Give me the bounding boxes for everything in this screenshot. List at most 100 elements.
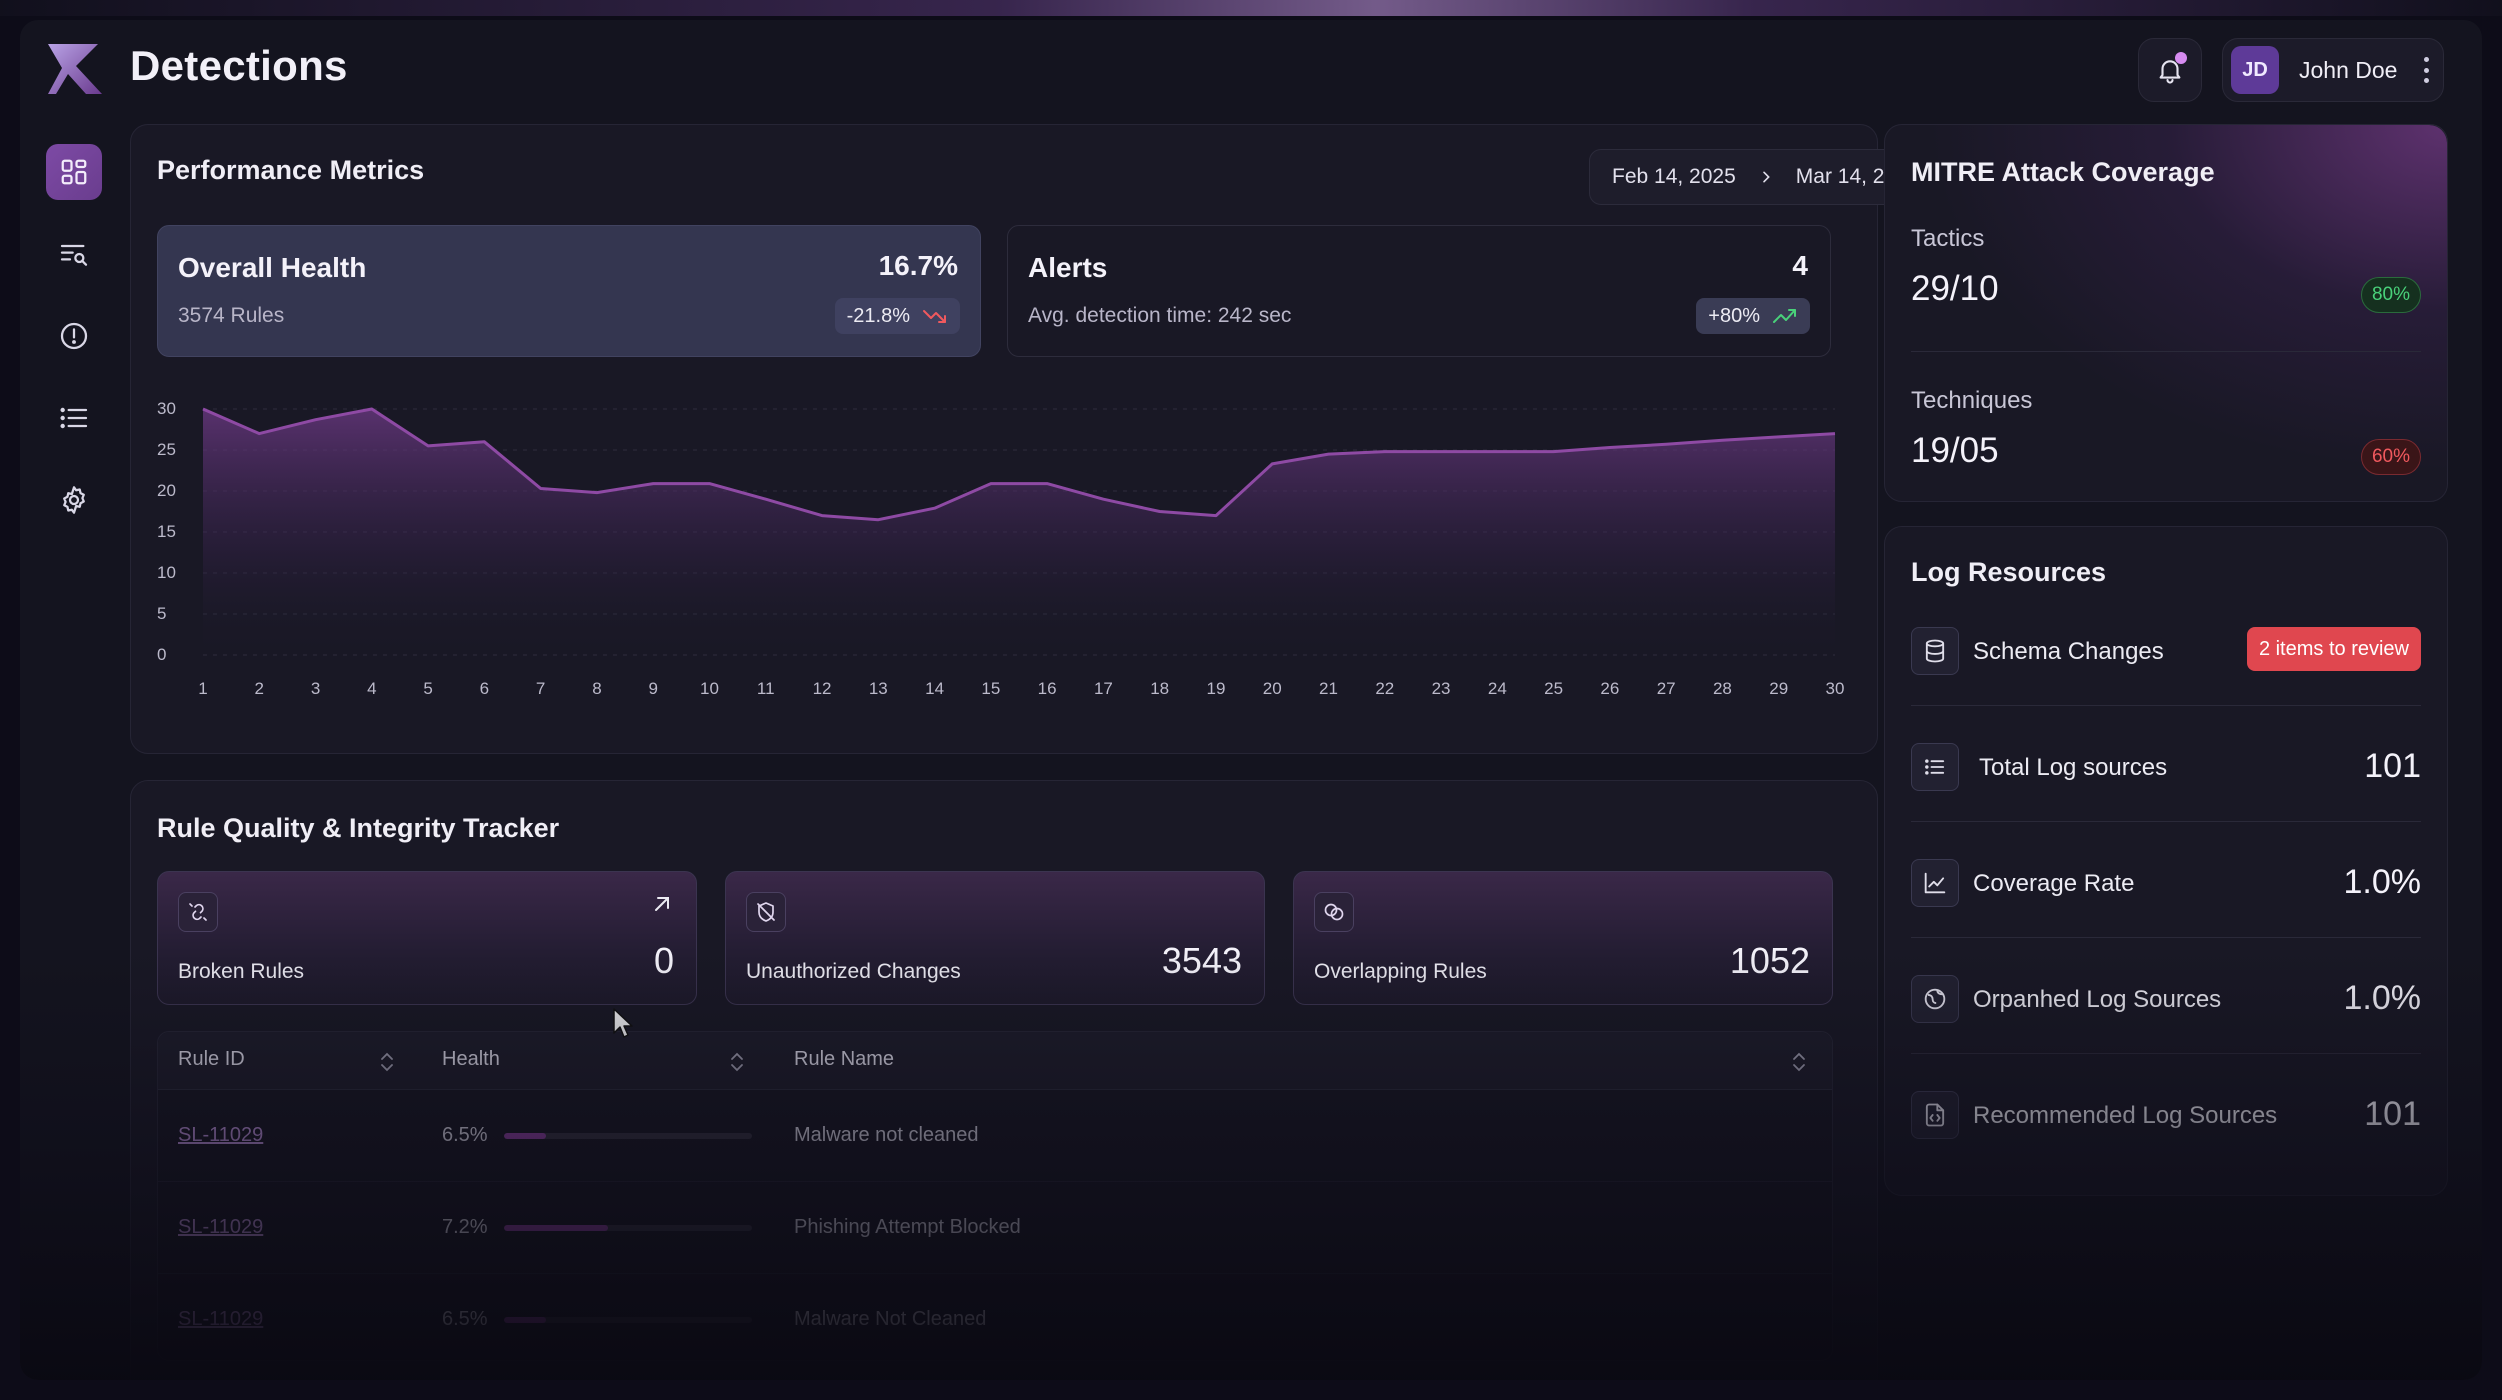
unauthorized-changes-label: Unauthorized Changes <box>746 960 961 983</box>
log-item-value: 1.0% <box>2343 863 2422 901</box>
overall-health-card[interactable]: Overall Health 16.7% 3574 Rules -21.8% <box>157 225 981 357</box>
user-menu-button[interactable]: JD John Doe <box>2222 38 2444 102</box>
rule-health-value: 7.2% <box>442 1216 488 1238</box>
rule-health-bar <box>504 1317 752 1323</box>
log-resources-panel: Log Resources Schema Changes 2 items to … <box>1884 526 2448 1196</box>
sort-icon[interactable] <box>1790 1050 1808 1074</box>
x-tick-label: 30 <box>1825 679 1845 698</box>
rule-health-value: 6.5% <box>442 1124 488 1146</box>
overlapping-rules-label: Overlapping Rules <box>1314 960 1487 983</box>
x-tick-label: 13 <box>868 679 888 698</box>
shield-off-icon <box>746 892 786 932</box>
rule-id-link[interactable]: SL-11029 <box>178 1124 264 1146</box>
notification-dot <box>2175 52 2187 64</box>
rule-id-link[interactable]: SL-11029 <box>178 1216 264 1238</box>
log-item-schema-changes[interactable]: Schema Changes 2 items to review <box>1911 589 2421 705</box>
arrow-up-right-icon[interactable] <box>650 892 674 916</box>
table-row[interactable]: SL-11029 6.5% Malware Not Cleaned <box>158 1274 1832 1360</box>
performance-chart: 0 5 10 15 20 25 30 1 2 3 4 5 6 7 8 9 10 11 12 13 14 15 16 17 18… <box>157 395 1857 745</box>
x-tick-label: 28 <box>1712 679 1732 698</box>
log-item-label: Coverage Rate <box>1973 870 2135 897</box>
notifications-button[interactable] <box>2138 38 2202 102</box>
review-badge[interactable]: 2 items to review <box>2246 627 2421 671</box>
alert-circle-icon <box>60 322 88 350</box>
x-tick-label: 11 <box>756 679 775 698</box>
sidebar-item-alerts[interactable] <box>46 308 102 364</box>
y-tick-label: 10 <box>157 563 176 582</box>
alerts-change: +80% <box>1708 304 1760 327</box>
sort-icon[interactable] <box>378 1050 396 1074</box>
x-tick-label: 12 <box>812 679 832 698</box>
chevron-right-icon <box>1758 169 1774 185</box>
log-item-coverage-rate[interactable]: Coverage Rate 1.0% <box>1911 821 2421 937</box>
rule-id-link[interactable]: SL-11029 <box>178 1308 264 1330</box>
mitre-coverage-panel: MITRE Attack Coverage Tactics 29/10 80% … <box>1884 124 2448 502</box>
file-code-icon <box>1911 1091 1959 1139</box>
mitre-title: MITRE Attack Coverage <box>1911 157 2215 187</box>
dashboard-grid-icon <box>61 159 87 185</box>
sidebar-item-settings[interactable] <box>46 472 102 528</box>
log-item-orphaned-log-sources[interactable]: Orpanhed Log Sources 1.0% <box>1911 937 2421 1053</box>
rule-health-bar <box>504 1225 752 1231</box>
sort-icon[interactable] <box>728 1050 746 1074</box>
x-tick-label: 19 <box>1206 679 1226 698</box>
log-item-value: 1.0% <box>2343 979 2422 1017</box>
trend-down-icon <box>923 310 946 323</box>
more-vertical-icon[interactable] <box>2423 57 2429 83</box>
y-tick-label: 25 <box>157 440 176 459</box>
sidebar-item-list[interactable] <box>46 390 102 446</box>
page-title: Detections <box>130 42 348 89</box>
divider <box>1911 821 2421 822</box>
column-rule-name[interactable]: Rule Name <box>794 1048 895 1070</box>
log-item-recommended-log-sources[interactable]: Recommended Log Sources 101 <box>1911 1053 2421 1169</box>
overlapping-rules-value: 1052 <box>1729 940 1810 981</box>
x-tick-label: 21 <box>1319 679 1338 698</box>
log-item-value: 101 <box>2364 747 2421 785</box>
divider <box>1911 937 2421 938</box>
date-from: Feb 14, 2025 <box>1612 165 1736 188</box>
chart-series-line <box>202 407 1836 522</box>
overall-health-title: Overall Health <box>178 252 367 283</box>
x-tick-label: 26 <box>1600 679 1620 698</box>
column-rule-id[interactable]: Rule ID <box>178 1048 245 1070</box>
rule-name: Malware not cleaned <box>794 1124 979 1146</box>
column-health[interactable]: Health <box>442 1048 500 1070</box>
divider <box>1911 351 2421 352</box>
mouse-cursor-icon <box>613 1008 633 1038</box>
y-tick-label: 20 <box>157 481 176 500</box>
broken-rules-card[interactable]: Broken Rules 0 <box>157 871 697 1005</box>
avatar: JD <box>2231 46 2279 94</box>
broken-link-icon <box>178 892 218 932</box>
log-item-label: Schema Changes <box>1973 638 2164 665</box>
performance-metrics-panel: Performance Metrics Feb 14, 2025 Mar 14,… <box>130 124 1943 754</box>
list-icon <box>1911 743 1959 791</box>
logo-icon <box>48 44 102 94</box>
alerts-card[interactable]: Alerts 4 Avg. detection time: 242 sec +8… <box>1007 225 1831 357</box>
techniques-label: Techniques <box>1911 387 2033 414</box>
x-tick-label: 15 <box>981 679 1001 698</box>
log-item-total-log-sources[interactable]: Total Log sources 101 <box>1911 705 2421 821</box>
log-resources-title: Log Resources <box>1911 557 2107 587</box>
x-tick-label: 29 <box>1769 679 1789 698</box>
x-tick-label: 16 <box>1037 679 1057 698</box>
unauthorized-changes-card[interactable]: Unauthorized Changes 3543 <box>725 871 1265 1005</box>
bell-icon <box>2159 60 2181 84</box>
log-item-label: Recommended Log Sources <box>1973 1102 2278 1129</box>
overlapping-rules-card[interactable]: Overlapping Rules 1052 <box>1293 871 1833 1005</box>
rule-health-bar-fill <box>504 1317 547 1323</box>
rule-name: Malware Not Cleaned <box>794 1308 987 1330</box>
x-tick-label: 22 <box>1375 679 1395 698</box>
table-row[interactable]: SL-11029 7.2% Phishing Attempt Blocked <box>158 1182 1832 1274</box>
y-tick-label: 5 <box>157 604 167 623</box>
table-row[interactable]: SL-11029 6.5% Malware not cleaned <box>158 1090 1832 1182</box>
rule-health-value: 6.5% <box>442 1308 488 1330</box>
sidebar-item-dashboard[interactable] <box>46 144 102 200</box>
overall-health-change-badge: -21.8% <box>834 298 960 334</box>
y-tick-label: 15 <box>157 522 176 541</box>
gear-icon <box>63 486 85 514</box>
x-tick-label: 4 <box>367 679 377 698</box>
sidebar-item-search-rules[interactable] <box>46 226 102 282</box>
line-chart-icon <box>1911 859 1959 907</box>
x-tick-label: 23 <box>1431 679 1451 698</box>
overall-health-value: 16.7% <box>878 250 958 281</box>
